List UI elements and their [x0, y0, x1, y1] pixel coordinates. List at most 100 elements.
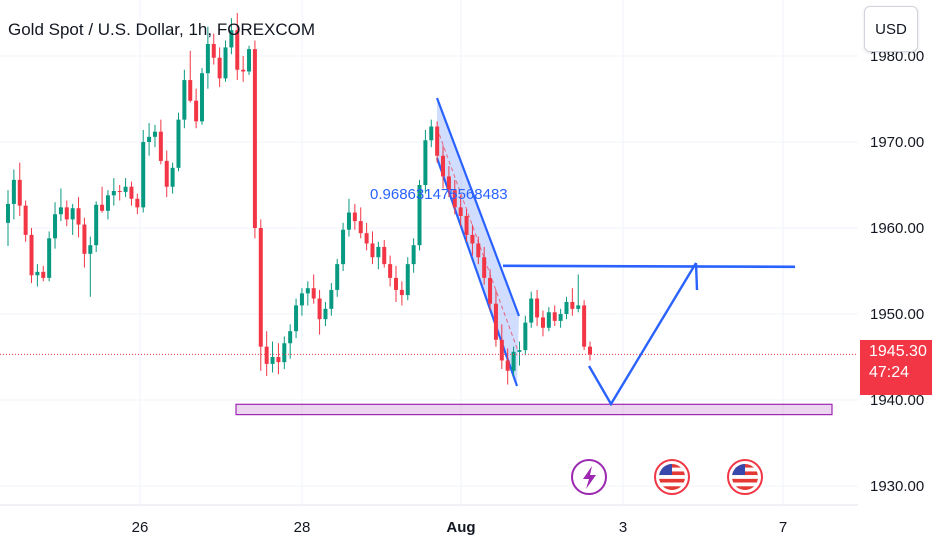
projection-path	[587, 262, 698, 407]
candle-body	[441, 155, 446, 177]
candle-body	[535, 298, 540, 318]
flag-stripe	[659, 482, 685, 487]
candle-body	[523, 322, 528, 351]
grid-lines	[0, 0, 858, 506]
candle-body	[399, 289, 404, 296]
projection-path-drawing[interactable]	[502, 262, 796, 407]
candle-body	[288, 331, 293, 344]
candle-body	[582, 305, 587, 347]
candle-body	[123, 186, 128, 192]
candle-body	[182, 80, 187, 120]
candle-body	[382, 246, 387, 265]
candle-body	[493, 303, 498, 340]
candle-body	[294, 305, 299, 332]
candle-body	[117, 191, 122, 193]
x-tick-label: 3	[619, 519, 627, 536]
candle-body	[229, 30, 234, 48]
flag-stripes	[659, 464, 685, 490]
candle-body	[64, 207, 69, 220]
candle-body	[17, 179, 22, 206]
candle-body	[370, 243, 375, 258]
candle-body	[346, 212, 351, 230]
x-tick-label: Aug	[446, 519, 475, 536]
candle-body	[41, 271, 46, 278]
flag-canton	[732, 464, 745, 475]
y-tick-label: 1940.00	[870, 392, 924, 409]
y-tick-label: 1950.00	[870, 306, 924, 323]
candle-body	[223, 47, 228, 79]
candle-body	[429, 126, 434, 141]
y-tick-label: 1970.00	[870, 134, 924, 151]
flag-canton	[659, 464, 672, 475]
candle-body	[11, 179, 16, 204]
event-icons[interactable]	[571, 459, 763, 495]
candle-body	[270, 357, 275, 364]
candle-body	[194, 100, 199, 122]
support-zone[interactable]	[235, 403, 833, 416]
candle-body	[141, 142, 146, 208]
flag-stripe	[732, 482, 758, 487]
candle-body	[352, 212, 357, 222]
candle-body	[241, 69, 246, 72]
candle-body	[511, 351, 516, 371]
us-flag-icon	[654, 459, 690, 495]
currency-button[interactable]: USD	[864, 6, 918, 52]
support-zone-rect	[235, 403, 833, 416]
candle-body	[341, 229, 346, 265]
flag-stripe	[659, 475, 685, 479]
candle-body	[417, 185, 422, 246]
annotation-label: 0.968631475568483	[370, 186, 508, 203]
candle-body	[23, 205, 28, 235]
y-axis[interactable]: 1930.00 1940.00 1950.00 1960.00 1970.00 1980.…	[870, 48, 924, 495]
candle-body	[147, 136, 152, 142]
candle-body	[335, 264, 340, 290]
candle-body	[105, 195, 110, 211]
candle-body	[311, 288, 316, 299]
candle-body	[82, 224, 87, 254]
candle-body	[358, 221, 363, 234]
candle-body	[470, 234, 475, 244]
candle-body	[411, 245, 416, 265]
candle-body	[323, 308, 328, 320]
candle-body	[35, 271, 40, 276]
candle-body	[552, 312, 557, 321]
x-axis[interactable]: 26 28 Aug 3 7	[132, 519, 788, 536]
candle-body	[464, 215, 469, 235]
candle-body	[135, 198, 140, 208]
candle-body	[546, 312, 551, 328]
candle-body	[499, 339, 504, 361]
candle-body	[305, 288, 310, 294]
annotation-text: 0.968631475568483	[370, 186, 508, 203]
candle-body	[217, 57, 222, 79]
x-tick-label: 26	[132, 519, 149, 536]
candle-body	[164, 160, 169, 187]
price-tag: 1945.30 47:24	[860, 340, 932, 395]
candle-body	[317, 298, 322, 320]
candle-body	[276, 357, 281, 363]
y-tick-label: 1930.00	[870, 478, 924, 495]
candle-body	[176, 119, 181, 168]
candle-body	[435, 126, 440, 156]
candle-body	[58, 207, 63, 215]
candle-body	[376, 246, 381, 258]
candle-body	[235, 30, 240, 70]
candle-body	[405, 264, 410, 296]
bar-countdown-label: 47:24	[869, 364, 910, 381]
candle-body	[152, 131, 157, 137]
candle-body	[70, 208, 75, 220]
flag-stripe	[732, 475, 758, 479]
candle-body	[258, 228, 263, 347]
flag-stripe	[659, 486, 685, 490]
candle-body	[129, 186, 134, 199]
y-tick-label: 1980.00	[870, 48, 924, 65]
candle-body	[100, 204, 105, 211]
candle-body	[423, 140, 428, 185]
candle-body	[200, 73, 204, 122]
candle-body	[476, 243, 481, 258]
projection-tick	[694, 262, 699, 291]
us-flag-icon	[727, 459, 763, 495]
candle-body	[558, 314, 563, 321]
candle-body	[252, 49, 257, 229]
